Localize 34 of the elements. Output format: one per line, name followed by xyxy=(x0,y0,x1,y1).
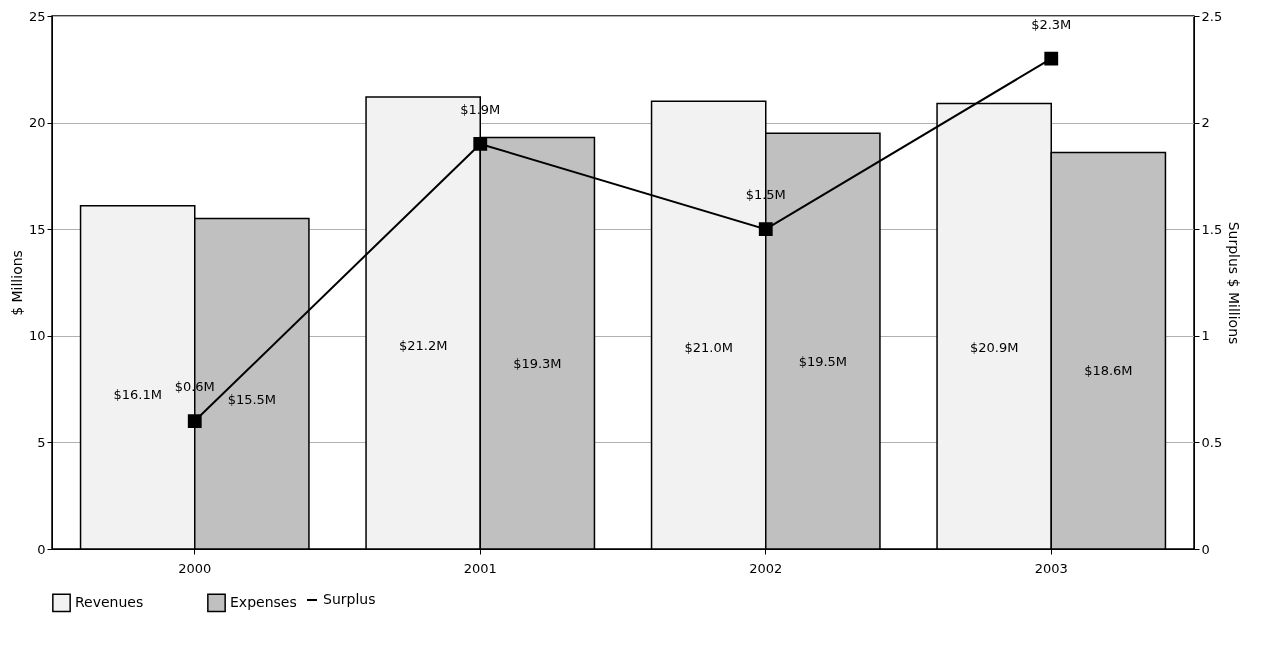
legend-label: Expenses xyxy=(230,593,297,610)
y2-tick-label: 0.5 xyxy=(1201,434,1223,450)
point xyxy=(758,222,773,237)
y-tick-label: 20 xyxy=(28,115,46,131)
x-tick-label: 2002 xyxy=(749,560,783,576)
data-label: $21.0M xyxy=(684,339,733,355)
data-label: $18.6M xyxy=(1084,362,1133,378)
y-tick-label: 0 xyxy=(37,541,46,557)
data-label: $19.5M xyxy=(798,353,848,369)
y-axis-title: $ Millions xyxy=(8,250,25,316)
y2-tick-label: 2 xyxy=(1201,115,1210,131)
legend-label: Surplus xyxy=(323,591,376,607)
data-label: $15.5M xyxy=(227,392,277,408)
y2-tick-label: 1 xyxy=(1201,328,1210,344)
data-label: $19.3M xyxy=(513,355,562,371)
x-tick-label: 2003 xyxy=(1034,560,1068,576)
data-label: $2.3M xyxy=(1031,16,1072,32)
data-label: $16.1M xyxy=(113,386,162,402)
y-tick-label: 25 xyxy=(28,8,46,24)
point xyxy=(1044,51,1059,66)
y-tick-label: 15 xyxy=(28,221,46,237)
y2-axis-title: Surplus $ Millions xyxy=(1226,221,1243,345)
data-label: $20.9M xyxy=(969,340,1019,356)
y2-tick-label: 1.5 xyxy=(1201,221,1223,237)
legend-label: Revenues xyxy=(75,593,144,610)
point xyxy=(187,414,202,428)
point xyxy=(473,137,488,151)
x-tick-label: 2000 xyxy=(178,560,212,576)
data-label: $21.2M xyxy=(398,337,448,353)
y-tick-label: 10 xyxy=(28,328,46,344)
y2-tick-label: 0 xyxy=(1201,541,1210,557)
y2-tick-label: 2.5 xyxy=(1201,8,1223,24)
x-tick-label: 2001 xyxy=(463,560,497,576)
y-tick-label: 5 xyxy=(37,434,46,450)
